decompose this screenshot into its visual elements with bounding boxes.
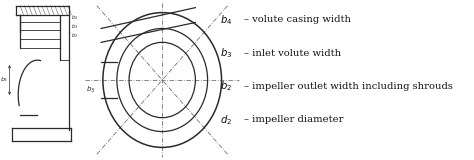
Text: $b_2$: $b_2$ [71, 31, 78, 40]
Text: $b_4$: $b_4$ [71, 13, 78, 22]
Text: $b_3$: $b_3$ [219, 46, 232, 60]
Text: – volute casing width: – volute casing width [245, 15, 351, 24]
Text: $b_3$: $b_3$ [86, 85, 95, 95]
Text: $b_3$: $b_3$ [0, 76, 9, 84]
Text: $b_2$: $b_2$ [219, 80, 232, 93]
Text: $b_3$: $b_3$ [71, 22, 78, 31]
Text: – inlet volute width: – inlet volute width [245, 48, 342, 58]
Text: – impeller diameter: – impeller diameter [245, 115, 344, 124]
Text: – impeller outlet width including shrouds: – impeller outlet width including shroud… [245, 82, 453, 91]
Text: $b_4$: $b_4$ [219, 13, 232, 27]
Text: $d_2$: $d_2$ [219, 113, 232, 127]
